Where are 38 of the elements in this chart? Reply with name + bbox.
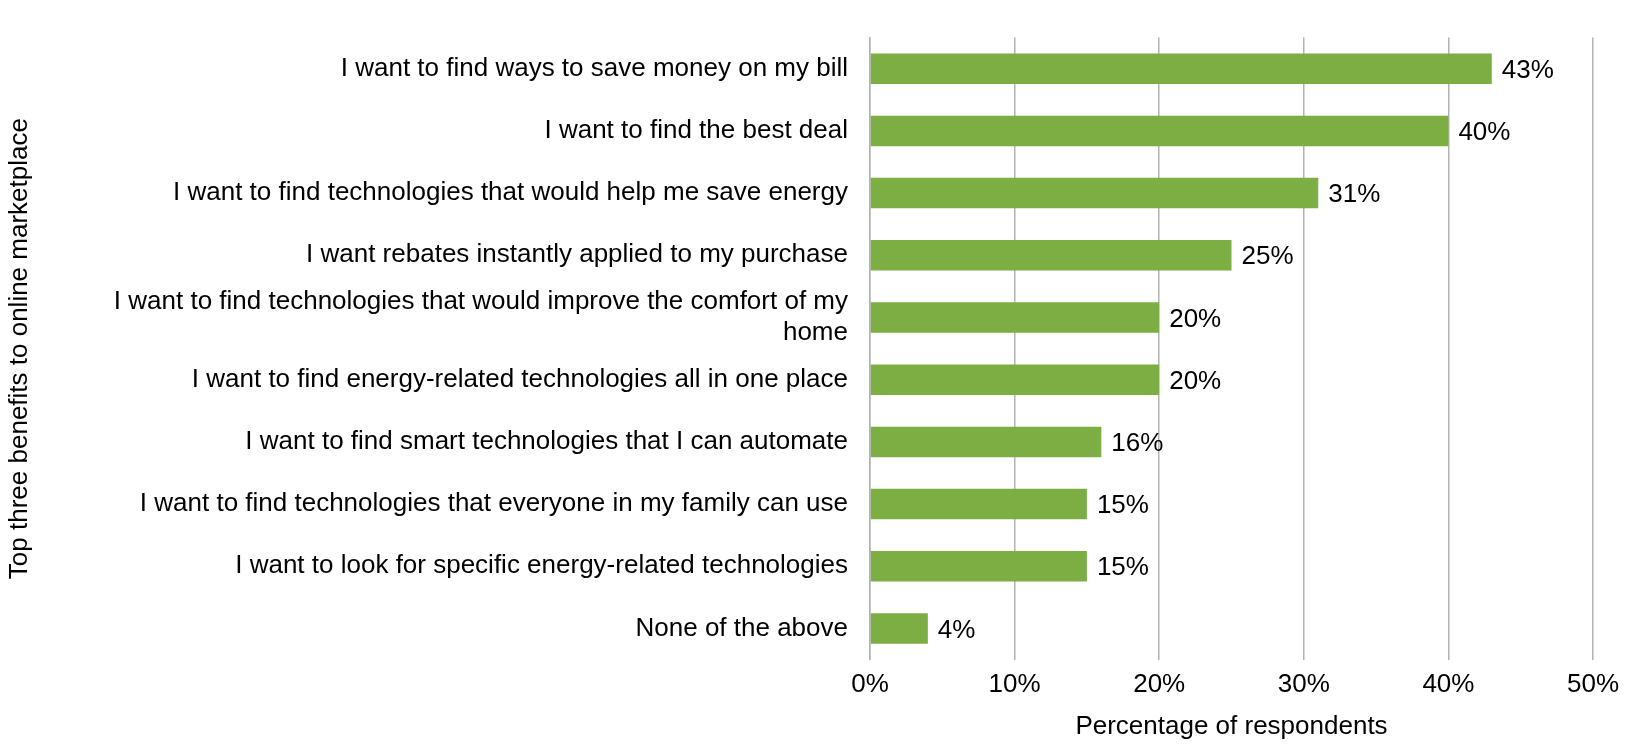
data-label: 31% xyxy=(1328,178,1381,209)
data-label: 15% xyxy=(1096,551,1149,582)
y-tick-label: I want to look for specific energy-related technologies xyxy=(235,549,848,580)
bar xyxy=(870,302,1160,333)
data-label: 16% xyxy=(1111,427,1164,458)
data-label: 15% xyxy=(1096,489,1149,520)
bar xyxy=(870,488,1087,520)
y-axis-title: Top three benefits to online marketplace xyxy=(2,118,33,580)
y-tick-label: I want to find energy-related technologies all in one place xyxy=(191,362,848,393)
x-tick-label: 50% xyxy=(1566,668,1620,699)
y-tick-label: I want to find technologies that would improve the comfort of my home xyxy=(113,285,848,347)
x-tick-label: 20% xyxy=(1133,668,1186,699)
y-tick-label: I want to find technologies that everyone in my family can use xyxy=(139,487,848,518)
x-axis-title: Percentage of respondents xyxy=(1075,709,1388,740)
x-tick-label: 10% xyxy=(988,668,1041,699)
y-tick-label: None of the above xyxy=(635,611,848,642)
y-tick-label: I want to find ways to save money on my bill xyxy=(340,51,848,82)
y-tick-label: I want to find the best deal xyxy=(544,114,848,145)
bar xyxy=(870,177,1319,209)
bar xyxy=(870,240,1232,271)
x-tick-label: 30% xyxy=(1277,668,1330,699)
y-tick-label: I want rebates instantly applied to my purchase xyxy=(306,238,848,269)
y-tick-label: I want to find technologies that would help me save energy xyxy=(173,176,848,207)
x-tick-label: 40% xyxy=(1422,668,1475,699)
data-label: 40% xyxy=(1458,116,1511,147)
data-label: 25% xyxy=(1241,240,1294,271)
x-tick-label: 0% xyxy=(851,668,889,699)
y-tick-label: I want to find smart technologies that I can automate xyxy=(245,425,848,456)
data-label: 4% xyxy=(937,613,976,644)
data-label: 20% xyxy=(1169,302,1222,333)
bar xyxy=(870,613,928,644)
data-label: 43% xyxy=(1501,53,1554,84)
bar xyxy=(870,364,1160,395)
data-label: 20% xyxy=(1169,364,1222,395)
bar xyxy=(870,426,1102,458)
bar xyxy=(870,115,1449,147)
bar xyxy=(870,53,1492,84)
bar xyxy=(870,551,1087,582)
